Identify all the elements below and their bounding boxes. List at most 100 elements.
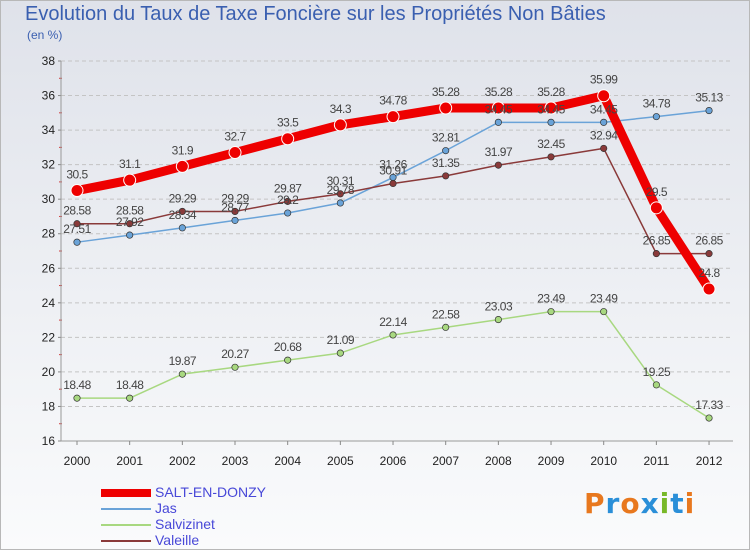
data-point-jas [600, 118, 608, 126]
data-point-jas [231, 216, 239, 224]
data-point-salvizinet [336, 349, 344, 357]
data-label-valeille: 26.85 [643, 234, 671, 248]
data-label-salt-en-donzy: 34.3 [330, 102, 352, 116]
data-label-salt-en-donzy: 33.5 [277, 116, 299, 130]
data-label-valeille: 32.94 [590, 128, 618, 142]
data-label-salt-en-donzy: 24.8 [698, 266, 720, 280]
data-label-jas: 29.78 [327, 183, 355, 197]
data-point-valeille [600, 144, 608, 152]
data-label-jas: 35.13 [695, 91, 723, 105]
legend-label-salvizinet: Salvizinet [155, 516, 215, 532]
data-label-jas: 34.45 [590, 102, 618, 116]
data-label-salvizinet: 20.27 [221, 347, 249, 361]
data-label-salt-en-donzy: 35.28 [485, 85, 513, 99]
legend-swatch-salvizinet [101, 524, 151, 526]
legend-label-salt-en-donzy: SALT-EN-DONZY [155, 484, 266, 500]
data-point-salt-en-donzy [649, 201, 663, 215]
data-point-jas [73, 238, 81, 246]
data-point-valeille [389, 179, 397, 188]
logo-letter: i [659, 487, 671, 520]
data-point-salt-en-donzy [702, 282, 716, 296]
data-point-salt-en-donzy [175, 159, 189, 173]
data-label-salvizinet: 22.58 [432, 307, 460, 321]
data-label-valeille: 32.45 [537, 137, 565, 151]
data-point-jas [705, 107, 713, 115]
data-point-salvizinet [494, 316, 502, 324]
data-label-valeille: 29.29 [221, 191, 249, 205]
x-tick-label: 2003 [222, 454, 249, 468]
data-label-jas: 28.34 [169, 208, 197, 222]
data-point-valeille [547, 153, 555, 161]
logo-letter: t [670, 487, 685, 520]
data-point-valeille [652, 250, 660, 258]
y-tick-label: 28 [42, 227, 56, 241]
data-label-valeille: 31.35 [432, 156, 460, 170]
data-label-jas: 27.92 [116, 215, 144, 229]
data-label-salt-en-donzy: 31.9 [172, 143, 194, 157]
data-point-jas [652, 113, 660, 121]
data-label-salvizinet: 22.14 [379, 315, 407, 329]
x-tick-label: 2007 [432, 454, 459, 468]
data-point-valeille [442, 172, 450, 180]
data-point-valeille [336, 190, 344, 198]
data-point-jas [547, 118, 555, 126]
data-point-salvizinet [284, 356, 292, 364]
data-point-salt-en-donzy [491, 101, 505, 115]
data-point-jas [126, 231, 134, 239]
logo-letter: r [605, 487, 621, 520]
y-tick-label: 36 [42, 89, 56, 103]
data-point-valeille [126, 220, 134, 228]
x-tick-label: 2009 [538, 454, 565, 468]
data-label-valeille: 29.29 [169, 191, 197, 205]
data-label-salt-en-donzy: 34.78 [379, 94, 407, 108]
data-label-salvizinet: 23.03 [485, 300, 513, 314]
data-label-valeille: 28.58 [63, 204, 91, 218]
legend-label-jas: Jas [155, 500, 177, 516]
x-tick-label: 2008 [485, 454, 512, 468]
data-label-jas: 29.2 [277, 193, 299, 207]
x-tick-label: 2006 [380, 454, 407, 468]
data-point-valeille [231, 207, 239, 215]
data-point-salvizinet [600, 308, 608, 316]
y-tick-label: 18 [42, 399, 56, 413]
data-point-valeille [284, 197, 292, 205]
data-point-salt-en-donzy [386, 110, 400, 124]
y-tick-label: 30 [42, 192, 56, 206]
data-label-salvizinet: 19.87 [169, 354, 197, 368]
data-label-valeille: 28.58 [116, 204, 144, 218]
data-point-salvizinet [178, 370, 186, 378]
data-point-salt-en-donzy [544, 101, 558, 115]
data-label-jas: 27.51 [63, 222, 91, 236]
legend-swatch-valeille [101, 540, 151, 542]
data-point-valeille [705, 250, 713, 258]
logo-letter: x [640, 487, 660, 520]
proxiti-logo: Proxiti [584, 487, 695, 520]
chart-unit-label: (en %) [27, 28, 63, 42]
data-label-valeille: 26.85 [695, 234, 723, 248]
data-label-salt-en-donzy: 30.5 [66, 168, 88, 182]
data-label-jas: 31.26 [379, 157, 407, 171]
data-label-salt-en-donzy: 32.7 [224, 130, 246, 144]
data-label-salvizinet: 20.68 [274, 340, 302, 354]
x-tick-label: 2011 [643, 454, 669, 468]
data-point-salvizinet [231, 363, 239, 371]
data-label-salvizinet: 23.49 [590, 292, 618, 306]
data-label-salt-en-donzy: 35.99 [590, 73, 618, 87]
data-label-jas: 28.77 [221, 200, 249, 214]
legend-label-valeille: Valeille [155, 532, 200, 548]
data-label-salvizinet: 17.33 [695, 398, 723, 412]
logo-letter: i [684, 487, 696, 520]
data-label-jas: 32.81 [432, 131, 460, 145]
data-label-salvizinet: 19.25 [643, 365, 671, 379]
data-label-salt-en-donzy: 29.5 [646, 185, 668, 199]
data-point-jas [178, 224, 186, 232]
legend-swatch-salt-en-donzy [101, 489, 151, 497]
data-label-salt-en-donzy: 31.1 [119, 157, 141, 171]
data-label-valeille: 31.97 [485, 145, 513, 159]
data-label-jas: 34.45 [485, 102, 513, 116]
data-point-salt-en-donzy [281, 132, 295, 146]
data-point-jas [494, 118, 502, 126]
